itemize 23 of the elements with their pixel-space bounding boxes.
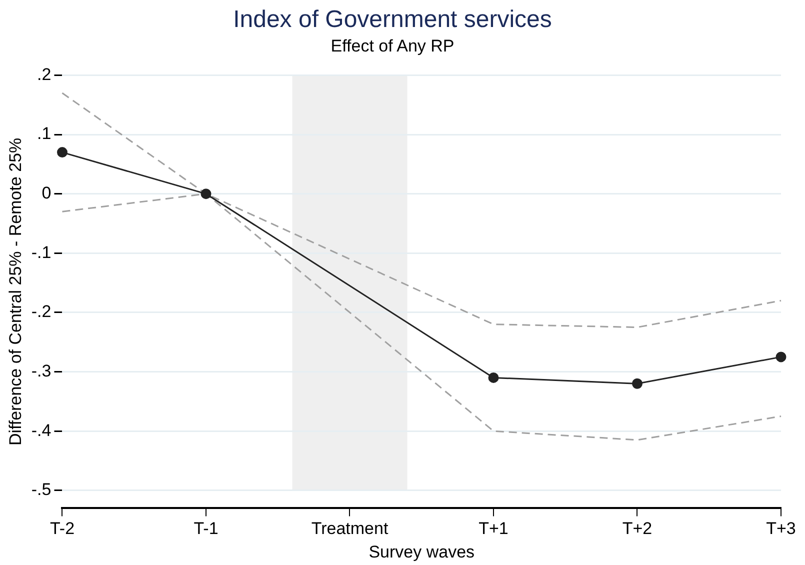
y-tick-label: .1 [37, 124, 52, 144]
y-tick-label: -.5 [31, 480, 52, 500]
y-tick-label: -.2 [31, 302, 52, 322]
point [56, 147, 68, 158]
chart-title: Index of Government services [233, 6, 552, 34]
x-tick-label: Treatment [311, 519, 388, 538]
chart-subtitle: Effect of Any RP [330, 36, 454, 56]
x-tick-label: T+2 [622, 519, 652, 538]
y-tick-label: .2 [37, 64, 52, 84]
x-axis-title: Survey waves [368, 542, 475, 562]
x-tick-label: T+3 [766, 519, 796, 538]
point [200, 188, 212, 200]
y-axis-title: Difference of Central 25% - Remote 25% [6, 138, 25, 446]
y-tick-label: -.3 [31, 361, 52, 380]
y-tick-label: 0 [42, 184, 52, 203]
y-tick-label: -.1 [31, 242, 52, 262]
point [488, 372, 499, 383]
x-tick-label: T+1 [478, 519, 508, 538]
x-tick-label: T-1 [194, 519, 218, 538]
point [776, 352, 786, 362]
y-tick-label: -.4 [31, 420, 52, 440]
point [632, 378, 642, 389]
x-tick-label: T-2 [50, 519, 75, 538]
